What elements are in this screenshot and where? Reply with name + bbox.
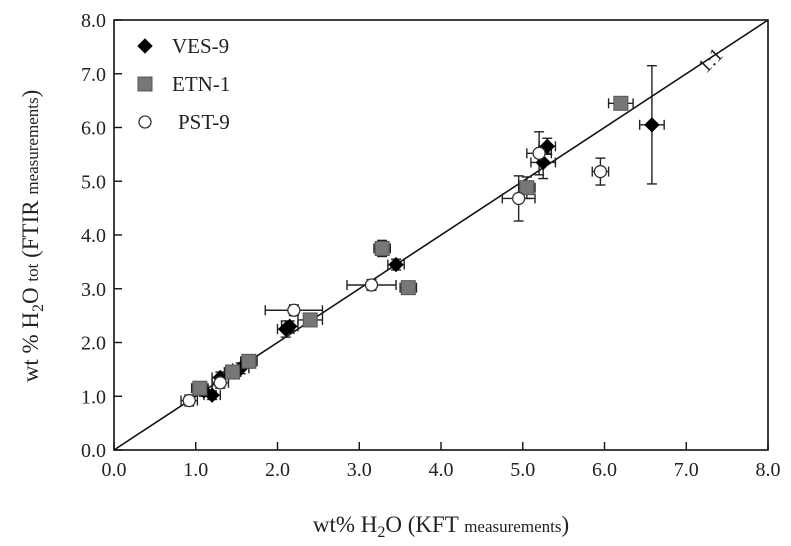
x-tick-label: 3.0 <box>347 459 372 481</box>
pst-9-point <box>287 303 301 317</box>
x-tick-label: 2.0 <box>265 459 290 481</box>
legend-marker-ves-9 <box>137 38 153 54</box>
x-tick-label: 5.0 <box>510 459 535 481</box>
y-tick-label: 6.0 <box>81 118 106 140</box>
y-axis-title: wt % H2O tot (FTIR measurements) <box>18 90 47 383</box>
pst-9-point <box>593 164 608 179</box>
y-tick-label: 4.0 <box>81 225 106 247</box>
y-tick-label: 8.0 <box>81 10 106 32</box>
data-points <box>182 95 660 408</box>
y-tick-label: 5.0 <box>81 171 106 193</box>
etn-1-point <box>241 353 257 369</box>
ves-9-point <box>644 117 660 133</box>
ves-9-point <box>388 256 404 273</box>
legend-marker-etn-1 <box>137 76 153 92</box>
etn-1-point <box>374 240 390 256</box>
legend: VES-9 ETN-1 PST-9 <box>137 34 230 134</box>
pst-9-point <box>532 146 546 160</box>
y-tick-label: 0.0 <box>81 440 106 462</box>
x-tick-label: 4.0 <box>429 459 454 481</box>
y-tick-label: 7.0 <box>81 64 106 86</box>
etn-1-point <box>302 312 318 328</box>
legend-label-ves-9: VES-9 <box>172 34 229 58</box>
etn-1-point <box>225 364 241 380</box>
etn-1-point <box>519 180 535 196</box>
x-tick-label: 7.0 <box>674 459 699 481</box>
y-tick-label: 2.0 <box>81 333 106 355</box>
x-axis-title: wt% H2O (KFT measurements) <box>313 512 569 541</box>
y-tick-label: 1.0 <box>81 386 106 408</box>
y-tick-label: 3.0 <box>81 279 106 301</box>
etn-1-point <box>613 95 629 111</box>
pst-9-point <box>364 278 379 292</box>
axis-ticks: 0.0 1.0 2.0 3.0 4.0 5.0 6.0 7.0 8.0 0.0 1.0 2.0 3.0 4… <box>81 10 781 481</box>
legend-label-etn-1: ETN-1 <box>172 72 230 96</box>
pst-9-point <box>512 191 526 206</box>
legend-marker-pst-9 <box>138 115 152 129</box>
ves-9-point <box>282 318 298 335</box>
legend-label-pst-9: PST-9 <box>178 110 230 134</box>
x-tick-label: 0.0 <box>102 459 127 481</box>
x-tick-label: 6.0 <box>592 459 617 481</box>
etn-1-point <box>400 280 416 296</box>
pst-9-point <box>182 393 196 408</box>
pst-9-point <box>213 376 227 390</box>
etn-1-point <box>192 380 208 396</box>
x-tick-label: 8.0 <box>756 459 781 481</box>
x-tick-label: 1.0 <box>183 459 208 481</box>
ves-9-point <box>204 387 220 403</box>
